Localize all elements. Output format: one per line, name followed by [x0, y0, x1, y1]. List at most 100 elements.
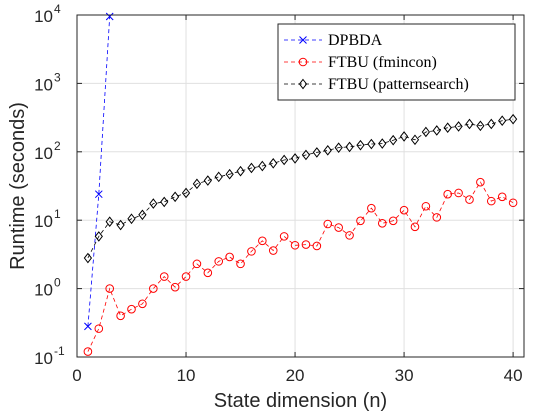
data-point-diamond-marker	[399, 131, 409, 142]
data-point-x-marker	[105, 12, 114, 21]
x-tick-label: 40	[504, 366, 523, 385]
data-point-diamond-marker	[280, 154, 289, 166]
data-point-circle-marker	[345, 231, 354, 240]
data-point-circle-marker	[236, 259, 245, 269]
legend: DPBDA FTBU (fmincon) FTBU (patternsearch)	[277, 23, 516, 101]
y-tick-label: 10	[34, 144, 53, 163]
data-point-circle-marker	[301, 240, 311, 249]
legend-entry: DPBDA	[284, 32, 383, 49]
y-tick-exponent: 3	[54, 70, 61, 84]
y-tick-exponent: 4	[54, 2, 61, 16]
data-point-circle-marker	[290, 240, 300, 250]
series-ftbu-patternsearch	[83, 113, 518, 264]
data-point-circle-marker	[225, 252, 234, 262]
data-point-diamond-marker	[356, 139, 365, 151]
data-point-diamond-marker	[421, 126, 431, 138]
data-point-circle-marker	[127, 304, 136, 314]
data-point-diamond-marker	[214, 171, 223, 183]
data-point-circle-marker	[105, 284, 115, 293]
data-point-diamond-marker	[127, 213, 136, 225]
data-point-circle-marker	[247, 247, 256, 256]
y-tick-label: 10	[34, 75, 53, 94]
data-point-diamond-marker	[443, 122, 452, 134]
data-point-circle-marker	[367, 203, 376, 213]
data-point-circle-marker	[476, 177, 485, 187]
data-point-diamond-marker	[334, 142, 343, 153]
data-point-diamond-marker	[498, 115, 507, 127]
data-point-diamond-marker	[192, 178, 202, 190]
data-point-circle-marker	[159, 272, 169, 281]
data-point-x-marker	[84, 322, 92, 331]
data-point-circle-marker	[279, 232, 289, 241]
y-tick-exponent: 1	[54, 207, 61, 221]
data-point-diamond-marker	[298, 78, 308, 90]
data-point-circle-marker	[334, 223, 343, 232]
data-point-diamond-marker	[83, 252, 93, 264]
data-point-circle-marker	[508, 198, 518, 208]
data-point-diamond-marker	[312, 147, 321, 158]
data-point-circle-marker	[203, 268, 213, 278]
data-point-diamond-marker	[138, 209, 147, 221]
data-point-diamond-marker	[160, 196, 169, 208]
data-point-circle-marker	[258, 236, 267, 246]
data-point-diamond-marker	[323, 145, 332, 156]
x-tick-label: 20	[286, 366, 305, 385]
data-point-circle-marker	[170, 282, 180, 292]
legend-label: FTBU (patternsearch)	[328, 76, 469, 93]
data-point-circle-marker	[356, 216, 365, 226]
data-point-circle-marker	[323, 219, 333, 229]
data-point-circle-marker	[432, 213, 442, 222]
data-point-diamond-marker	[454, 121, 463, 132]
x-tick-label: 10	[177, 366, 196, 385]
legend-entry: FTBU (patternsearch)	[284, 76, 469, 93]
data-point-diamond-marker	[170, 191, 180, 203]
data-point-circle-marker	[388, 216, 398, 226]
data-point-circle-marker	[465, 195, 474, 204]
data-point-diamond-marker	[389, 134, 398, 146]
data-point-circle-marker	[192, 259, 202, 269]
legend-label: FTBU (fmincon)	[328, 54, 437, 71]
x-axis-label: State dimension (n)	[214, 390, 387, 412]
plot-frame	[76, 14, 525, 358]
legend-label: DPBDA	[328, 32, 383, 49]
data-point-diamond-marker	[105, 216, 114, 228]
data-point-diamond-marker	[410, 134, 420, 146]
data-point-circle-marker	[312, 241, 322, 251]
data-point-diamond-marker	[247, 162, 256, 174]
data-point-diamond-marker	[476, 120, 485, 132]
x-tick-label: 0	[72, 366, 81, 385]
data-point-diamond-marker	[465, 118, 474, 130]
data-point-diamond-marker	[94, 231, 103, 242]
y-tick-label: 10	[34, 281, 53, 300]
data-point-diamond-marker	[236, 165, 245, 177]
series-line	[87, 181, 514, 352]
data-point-circle-marker	[138, 299, 147, 309]
data-point-circle-marker	[410, 222, 420, 232]
legend-box	[277, 23, 516, 101]
data-point-diamond-marker	[290, 153, 300, 164]
data-point-circle-marker	[486, 196, 496, 206]
data-point-circle-marker	[83, 347, 93, 356]
data-point-circle-marker	[454, 188, 463, 198]
data-point-circle-marker	[497, 192, 507, 202]
series-dpbda	[84, 12, 114, 331]
data-point-x-marker	[299, 36, 307, 44]
y-tick-label: 10	[34, 349, 53, 368]
data-point-circle-marker	[149, 284, 158, 293]
y-tick-label: 10	[34, 212, 53, 231]
data-point-circle-marker	[443, 189, 452, 199]
y-tick-exponent: 0	[54, 276, 61, 290]
data-point-diamond-marker	[116, 219, 125, 231]
data-point-circle-marker	[268, 246, 278, 255]
data-point-diamond-marker	[378, 138, 387, 149]
data-point-diamond-marker	[432, 125, 441, 136]
y-tick-exponent: -1	[54, 344, 65, 358]
series-ftbu-fmincon	[83, 177, 518, 356]
data-point-circle-marker	[377, 219, 387, 228]
data-point-diamond-marker	[301, 149, 311, 161]
data-point-circle-marker	[399, 205, 409, 215]
series-line	[87, 16, 111, 327]
data-point-circle-marker	[214, 257, 224, 266]
data-point-diamond-marker	[258, 160, 267, 172]
data-point-diamond-marker	[181, 187, 191, 199]
